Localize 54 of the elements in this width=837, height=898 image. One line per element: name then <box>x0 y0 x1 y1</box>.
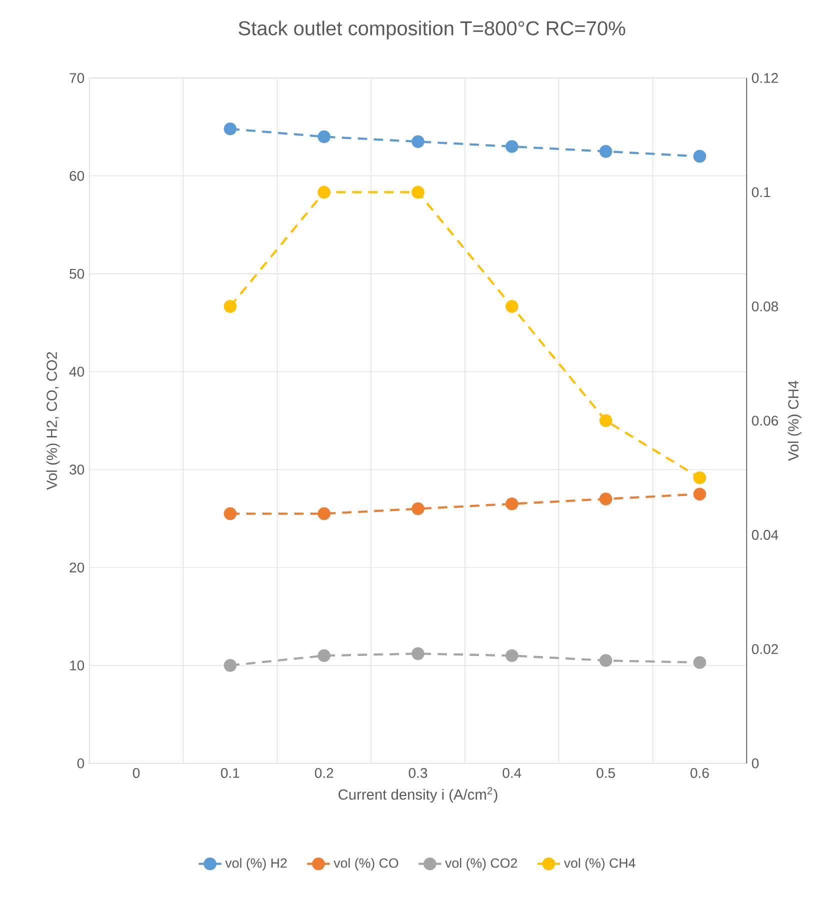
y-tick-label: 40 <box>69 366 84 377</box>
chart-title: Stack outlet composition T=800°C RC=70% <box>238 20 626 40</box>
x-tick-label: 0.4 <box>502 768 522 778</box>
point <box>224 659 237 672</box>
y-tick-label: 10 <box>70 660 84 670</box>
x-tick-label: 0.5 <box>596 768 615 778</box>
point <box>318 186 330 199</box>
point <box>412 647 424 660</box>
y-tick-label: 50 <box>70 268 84 279</box>
point <box>318 507 330 520</box>
y2-tick-label: 0.08 <box>752 301 778 312</box>
y2-axis-title: Vol (%) CH4 <box>788 380 802 461</box>
point <box>506 497 518 510</box>
point <box>599 654 612 667</box>
x-axis-title: Current density i (A/cm$^{2}$) <box>338 787 498 803</box>
point <box>506 300 518 313</box>
y-axis-title: Vol (%) H2, CO, CO2 <box>46 352 60 490</box>
y2-tick-label: 0.06 <box>752 416 778 426</box>
point <box>693 488 706 500</box>
point <box>599 414 612 428</box>
point <box>599 145 612 158</box>
point <box>506 649 518 662</box>
y2-tick-label: 0.02 <box>752 644 778 654</box>
x-tick-label: 0.2 <box>314 768 334 778</box>
point <box>224 507 237 520</box>
point <box>224 122 237 136</box>
y-tick-label: 20 <box>70 562 84 572</box>
point <box>693 471 706 484</box>
legend-label: vol (%) H2 <box>225 858 287 870</box>
y2-tick-label: 0 <box>752 758 759 768</box>
y2-tick-label: 0.12 <box>752 73 778 83</box>
y-tick-label: 70 <box>70 73 84 83</box>
x-tick-label: 0 <box>132 768 140 778</box>
point <box>318 649 330 662</box>
point <box>412 502 424 516</box>
legend-label: vol (%) CO <box>334 858 398 870</box>
x-tick-label: 0.1 <box>221 768 240 778</box>
y-tick-label: 60 <box>70 170 84 181</box>
y-tick-label: 30 <box>70 464 84 475</box>
point <box>506 140 518 153</box>
y-tick-label: 0 <box>77 758 84 768</box>
point <box>412 135 424 148</box>
x-tick-label: 0.3 <box>408 768 428 778</box>
point <box>318 130 330 144</box>
point <box>599 492 612 506</box>
point <box>224 300 237 313</box>
point <box>693 150 706 163</box>
point <box>412 186 424 199</box>
x-tick-label: 0.6 <box>690 768 709 778</box>
legend-label: vol (%) CH4 <box>564 858 636 870</box>
point <box>693 656 706 669</box>
y2-tick-label: 0.1 <box>752 187 770 198</box>
y2-tick-label: 0.04 <box>752 530 778 540</box>
legend-label: vol (%) CO2 <box>445 858 517 870</box>
